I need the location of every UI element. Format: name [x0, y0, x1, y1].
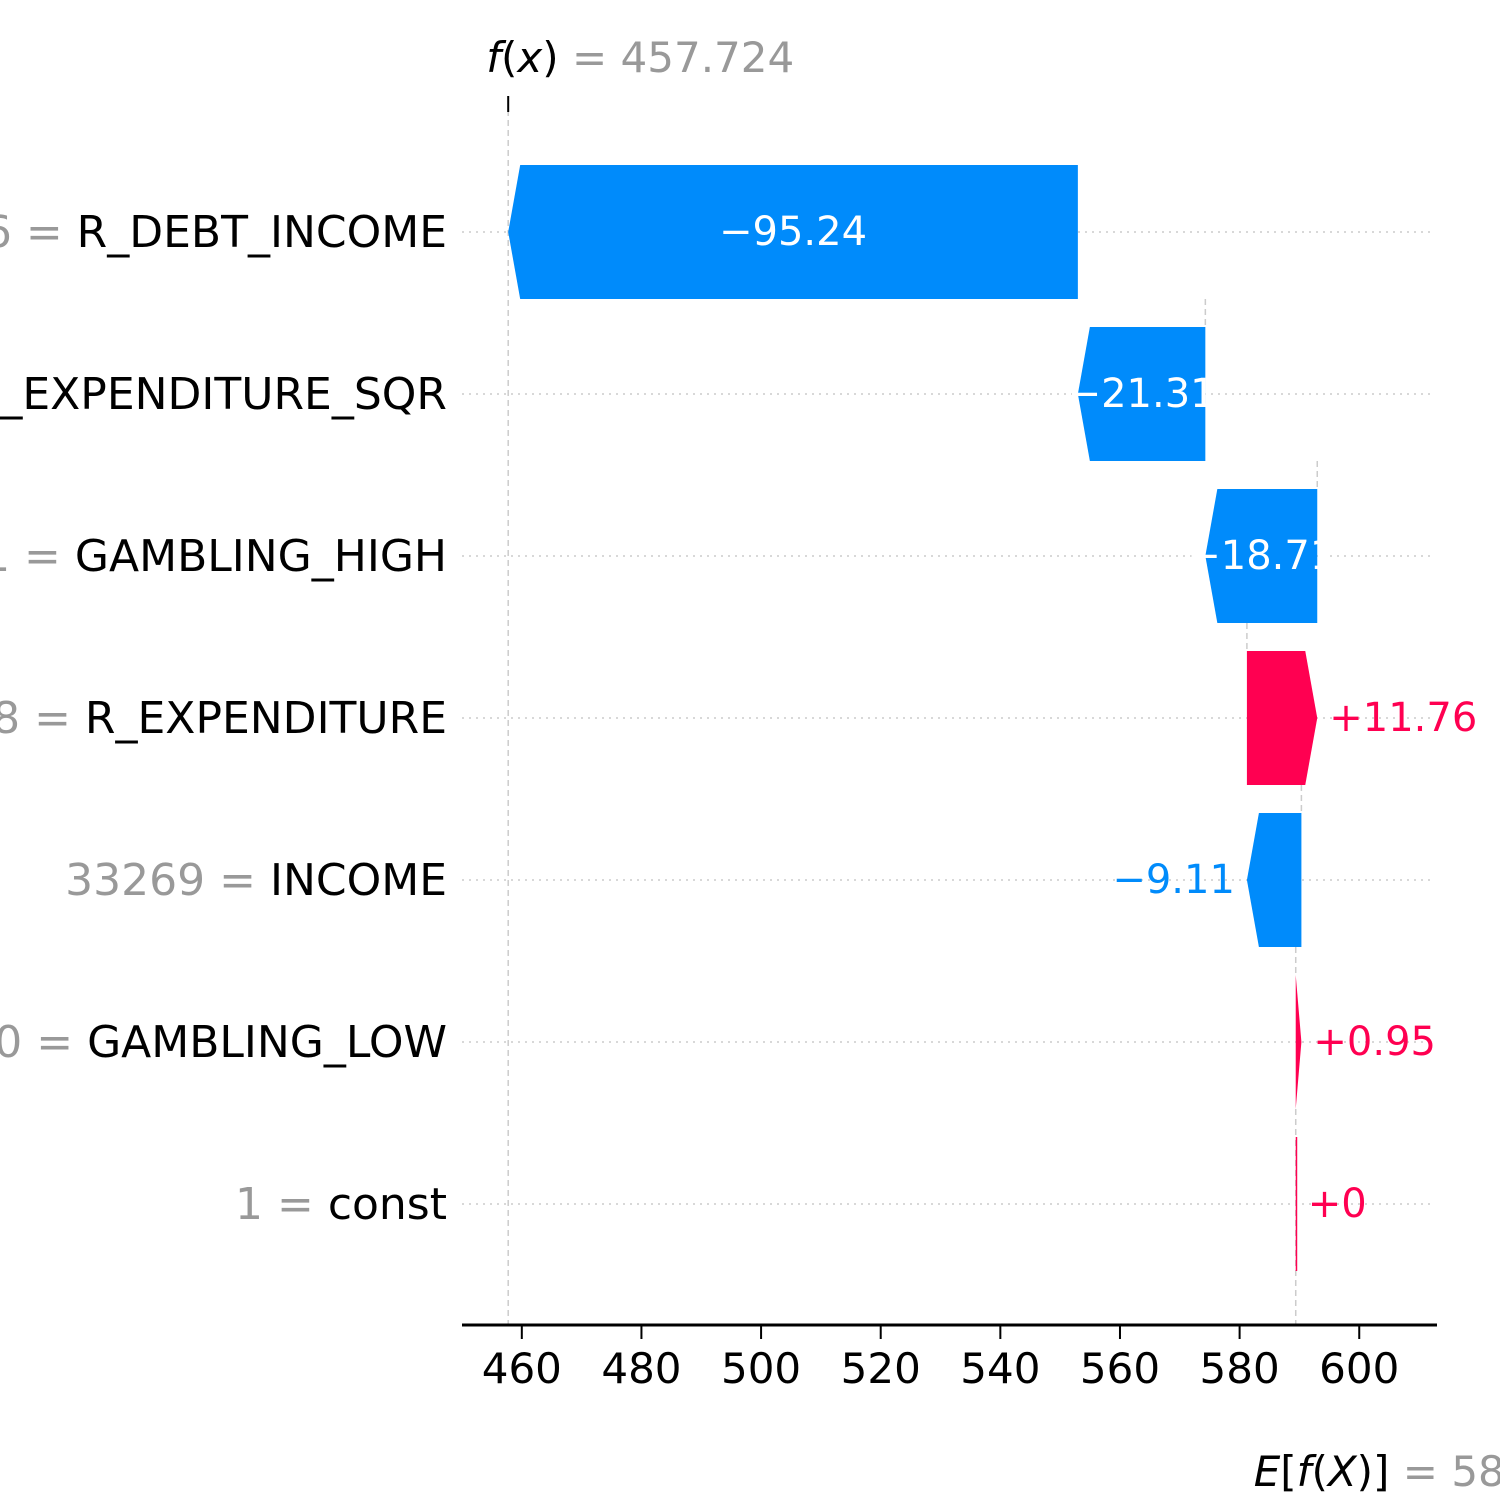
- bar-R_EXPENDITURE: [1246, 651, 1318, 785]
- feature-label: 33269 = INCOME: [65, 855, 447, 906]
- feature-name: R_DEBT_INCOME: [77, 207, 447, 258]
- feature-value: 1: [235, 1179, 263, 1230]
- feature-label: 0.336 = R_EXPENDITURE_SQR: [0, 369, 447, 420]
- fx-value: 457.724: [621, 33, 795, 82]
- x-tick-label: 460: [482, 1344, 562, 1393]
- bar-label-R_EXPENDITURE: +11.76: [1329, 695, 1477, 741]
- feature-label: 16 = R_DEBT_INCOME: [0, 207, 447, 258]
- bar-R_DEBT_INCOME: [508, 165, 1078, 299]
- x-tick-label: 560: [1080, 1344, 1160, 1393]
- feature-equals: =: [20, 693, 85, 744]
- feature-name: GAMBLING_LOW: [87, 1017, 447, 1068]
- feature-equals: =: [22, 1017, 87, 1068]
- feature-label: 1 = GAMBLING_HIGH: [0, 531, 447, 582]
- feature-name: INCOME: [270, 855, 447, 906]
- feature-label: 1 = const: [235, 1179, 447, 1230]
- feature-label: 0 = GAMBLING_LOW: [0, 1017, 447, 1068]
- bar-const: [1295, 1137, 1298, 1271]
- fx-paren-close: ): [542, 33, 558, 82]
- fx-eq: =: [559, 33, 621, 82]
- labels-layer: −95.24 16 = R_DEBT_INCOME −21.31 0.336 = R_…: [0, 207, 1477, 1230]
- feature-value: 0.58: [0, 693, 20, 744]
- feature-name: const: [328, 1179, 447, 1230]
- feature-label: 0.58 = R_EXPENDITURE: [0, 693, 447, 744]
- bar-label-GAMBLING_HIGH: −18.71: [1187, 533, 1335, 579]
- efx-X: X: [1326, 1447, 1358, 1496]
- bar-R_EXPENDITURE_SQR: [1077, 327, 1206, 461]
- feature-value: 16: [0, 207, 12, 258]
- efx-annotation: E[f(X)] = 589.381: [1254, 1447, 1500, 1496]
- x-tick-label: 500: [721, 1344, 801, 1393]
- feature-equals: =: [205, 855, 270, 906]
- fx-paren-open: (: [501, 33, 517, 82]
- bar-label-R_DEBT_INCOME: −95.24: [719, 209, 867, 255]
- bars-layer: [508, 165, 1318, 1271]
- efx-bracket-open: [: [1280, 1447, 1296, 1496]
- x-tick-label: 600: [1319, 1344, 1399, 1393]
- efx-value: 589.381: [1451, 1447, 1500, 1496]
- bar-GAMBLING_LOW: [1295, 975, 1302, 1109]
- efx-paren-close: ): [1357, 1447, 1373, 1496]
- fx-x: x: [515, 33, 543, 82]
- efx-paren-open: (: [1311, 1447, 1327, 1496]
- bar-label-R_EXPENDITURE_SQR: −21.31: [1068, 371, 1216, 417]
- feature-name: R_EXPENDITURE: [85, 693, 447, 744]
- bar-INCOME: [1246, 813, 1302, 947]
- efx-eq: =: [1389, 1447, 1451, 1496]
- x-tick-label: 540: [960, 1344, 1040, 1393]
- bar-label-GAMBLING_LOW: +0.95: [1313, 1019, 1436, 1065]
- feature-name: GAMBLING_HIGH: [75, 531, 447, 582]
- x-tick-label: 580: [1200, 1344, 1280, 1393]
- feature-equals: =: [263, 1179, 328, 1230]
- efx-E: E: [1254, 1447, 1281, 1496]
- feature-equals: =: [12, 207, 77, 258]
- efx-bracket-close: ]: [1373, 1447, 1389, 1496]
- feature-name: R_EXPENDITURE_SQR: [0, 369, 447, 420]
- bar-GAMBLING_HIGH: [1205, 489, 1318, 623]
- feature-value: 0: [0, 1017, 22, 1068]
- bar-label-INCOME: −9.11: [1112, 857, 1235, 903]
- x-axis: 460 480 500 520 540 560 580 600: [462, 1323, 1437, 1393]
- feature-value: 1: [0, 531, 10, 582]
- x-tick-label: 480: [601, 1344, 681, 1393]
- fx-annotation: f(x) = 457.724: [486, 33, 794, 82]
- x-tick-label: 520: [841, 1344, 921, 1393]
- bar-label-const: +0: [1308, 1181, 1367, 1227]
- feature-value: 33269: [65, 855, 205, 906]
- feature-equals: =: [10, 531, 75, 582]
